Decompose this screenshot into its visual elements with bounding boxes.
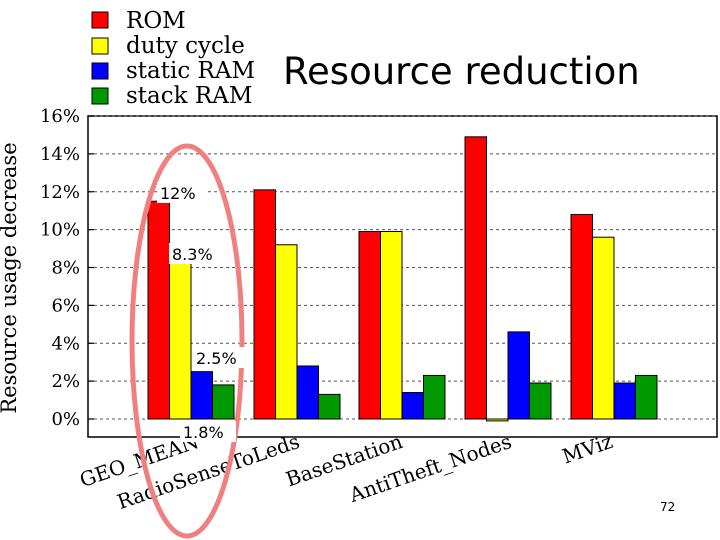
bar-duty-cycle-basestation	[380, 231, 403, 420]
y-tick-label: 6%	[51, 295, 80, 316]
bar-rom-mviz	[570, 213, 593, 420]
annotation-duty-cycle-value: 8.3%	[172, 245, 213, 264]
legend-swatch-stack-ram	[91, 87, 109, 105]
bar-duty-cycle-geo-mean	[169, 261, 192, 420]
bar-stack-ram-basestation	[423, 374, 446, 420]
legend-label-stack-ram: stack RAM	[126, 83, 252, 109]
bar-static-ram-basestation	[401, 391, 424, 420]
y-tick-label: 16%	[40, 106, 80, 127]
bar-stack-ram-antitheft-nodes	[529, 382, 552, 420]
y-tick-label: 0%	[51, 409, 80, 430]
y-tick-label: 8%	[51, 258, 80, 279]
y-tick-label: 2%	[51, 371, 80, 392]
highlight-ellipse	[129, 143, 245, 539]
legend: ROM duty cycle static RAM stack RAM	[91, 8, 255, 109]
y-tick-label: 4%	[51, 333, 80, 354]
title-background	[278, 44, 696, 96]
bar-rom-radiosensetoleds	[253, 189, 276, 420]
legend-swatch-static-ram	[91, 62, 109, 80]
y-tick-label: 12%	[40, 182, 80, 203]
annotation-static-ram-value: 2.5%	[196, 349, 237, 368]
bar-rom-geo-mean	[147, 200, 170, 420]
chart-title: Resource reduction	[283, 50, 640, 93]
annotation-stack-ram-value: 1.8%	[183, 423, 224, 442]
annotation-bg-8-3	[169, 243, 225, 264]
y-axis-label: Resource usage decrease	[0, 142, 21, 413]
legend-swatch-duty-cycle	[91, 37, 109, 55]
bars	[147, 136, 658, 422]
bar-duty-cycle-antitheft-nodes	[486, 418, 509, 422]
annotation-bg-1-8	[180, 421, 236, 442]
bar-rom-basestation	[358, 231, 381, 420]
bar-stack-ram-mviz	[635, 374, 658, 420]
y-tick-label: 14%	[40, 144, 80, 165]
bar-rom-antitheft-nodes	[464, 136, 487, 420]
bar-duty-cycle-mviz	[592, 236, 615, 420]
y-axis-ticks: 0% 2% 4% 6% 8% 10% 12% 14% 16%	[40, 106, 94, 430]
legend-label-duty-cycle: duty cycle	[126, 33, 245, 59]
legend-label-static-ram: static RAM	[126, 58, 255, 84]
bar-stack-ram-geo-mean	[212, 384, 235, 420]
legend-label-rom: ROM	[126, 8, 186, 34]
bar-static-ram-radiosensetoleds	[296, 365, 319, 420]
y-tick-label: 10%	[40, 220, 80, 241]
annotation-rom-value: 12%	[160, 184, 196, 203]
bar-stack-ram-radiosensetoleds	[318, 393, 341, 420]
annotation-bg-2-5	[193, 347, 249, 368]
legend-swatch-rom	[91, 11, 109, 29]
bar-static-ram-geo-mean	[190, 371, 213, 420]
bar-static-ram-antitheft-nodes	[507, 331, 530, 420]
page-number: 72	[660, 500, 675, 514]
bar-duty-cycle-radiosensetoleds	[275, 244, 298, 420]
annotation-bg-12	[157, 182, 205, 203]
bar-static-ram-mviz	[613, 382, 636, 420]
